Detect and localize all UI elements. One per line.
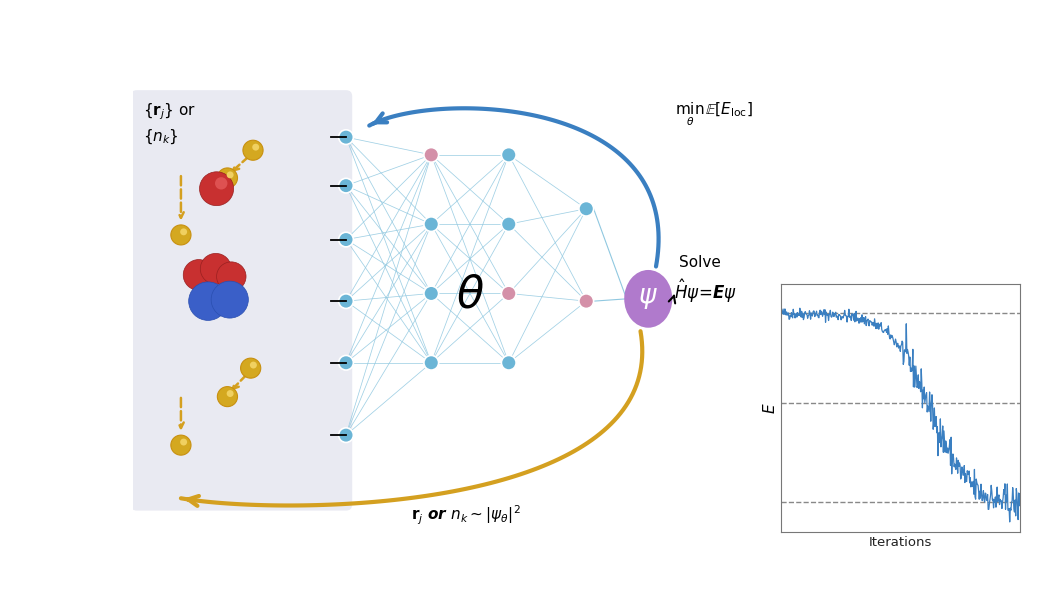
- Circle shape: [226, 171, 234, 178]
- Circle shape: [502, 148, 517, 162]
- Circle shape: [200, 254, 232, 284]
- Circle shape: [502, 286, 517, 301]
- Circle shape: [217, 168, 237, 188]
- Circle shape: [339, 232, 353, 247]
- Text: $\mathbf{r}_j$ or $n_k{\sim}|\psi_\theta|^2$: $\mathbf{r}_j$ or $n_k{\sim}|\psi_\theta…: [411, 504, 521, 527]
- Circle shape: [502, 355, 517, 370]
- Circle shape: [424, 217, 439, 232]
- Text: $\psi$: $\psi$: [639, 287, 658, 311]
- Circle shape: [183, 259, 215, 290]
- Text: Solve: Solve: [679, 255, 721, 270]
- Circle shape: [243, 140, 263, 160]
- Circle shape: [339, 428, 353, 443]
- Circle shape: [217, 262, 246, 291]
- Circle shape: [171, 435, 191, 455]
- Circle shape: [579, 294, 593, 309]
- Circle shape: [180, 228, 187, 235]
- FancyBboxPatch shape: [131, 90, 352, 511]
- Circle shape: [240, 358, 260, 378]
- Circle shape: [424, 355, 439, 370]
- Circle shape: [339, 178, 353, 193]
- Circle shape: [502, 217, 517, 232]
- X-axis label: Iterations: Iterations: [870, 536, 932, 549]
- Text: $\{n_k\}$: $\{n_k\}$: [142, 127, 179, 145]
- Circle shape: [424, 148, 439, 162]
- Circle shape: [339, 130, 353, 144]
- Y-axis label: E: E: [762, 403, 777, 413]
- Circle shape: [339, 355, 353, 370]
- Circle shape: [215, 177, 227, 190]
- Circle shape: [250, 362, 257, 369]
- Text: $\mathbb{E}[E_{\mathrm{loc}}]$: $\mathbb{E}[E_{\mathrm{loc}}]$: [705, 101, 753, 119]
- Text: $\{\mathbf{r}_j\}$ or: $\{\mathbf{r}_j\}$ or: [142, 101, 196, 122]
- Circle shape: [212, 281, 249, 318]
- Text: $\hat{H}\psi\!=\!\boldsymbol{E}\psi$: $\hat{H}\psi\!=\!\boldsymbol{E}\psi$: [674, 277, 737, 305]
- Text: $\min_{\theta}$: $\min_{\theta}$: [675, 101, 705, 128]
- Circle shape: [252, 144, 259, 151]
- Circle shape: [171, 225, 191, 245]
- Text: $\theta$: $\theta$: [456, 274, 484, 317]
- Ellipse shape: [624, 270, 672, 328]
- Circle shape: [180, 439, 187, 446]
- Circle shape: [339, 294, 353, 309]
- Circle shape: [217, 387, 237, 407]
- Circle shape: [579, 202, 593, 216]
- Circle shape: [200, 172, 234, 206]
- Circle shape: [226, 390, 234, 397]
- Circle shape: [188, 282, 227, 320]
- Circle shape: [424, 286, 439, 301]
